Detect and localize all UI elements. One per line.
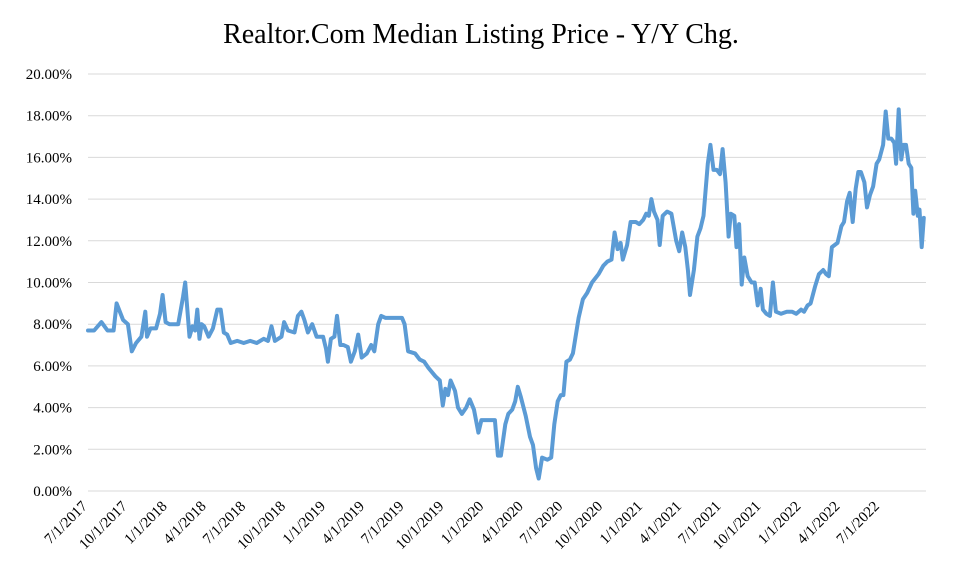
y-tick-label: 14.00% bbox=[26, 192, 72, 208]
y-tick-label: 10.00% bbox=[26, 276, 72, 292]
x-tick-label: 4/1/2018 bbox=[161, 499, 210, 548]
series-line bbox=[86, 107, 926, 481]
y-axis-ticks: 0.00% 2.00% 4.00% 6.00% 8.00% 10.00% 12.00% 14.… bbox=[26, 67, 72, 500]
x-tick-label: 1/1/2020 bbox=[438, 499, 487, 548]
x-axis-ticks: 7/1/201710/1/20171/1/20184/1/20187/1/201… bbox=[42, 498, 883, 553]
y-tick-label: 4.00% bbox=[33, 401, 72, 417]
y-tick-label: 2.00% bbox=[33, 442, 72, 458]
y-tick-label: 18.00% bbox=[26, 109, 72, 125]
plot-area bbox=[86, 107, 926, 481]
y-tick-label: 8.00% bbox=[33, 317, 72, 333]
y-tick-label: 20.00% bbox=[26, 67, 72, 83]
x-tick-label: 4/1/2019 bbox=[319, 499, 368, 548]
y-tick-label: 12.00% bbox=[26, 234, 72, 250]
x-tick-label: 4/1/2022 bbox=[794, 499, 843, 548]
x-tick-label: 4/1/2021 bbox=[636, 499, 685, 548]
x-tick-label: 7/1/2022 bbox=[834, 499, 883, 548]
x-tick-label: 4/1/2020 bbox=[478, 499, 527, 548]
y-tick-label: 0.00% bbox=[33, 484, 72, 500]
gridlines bbox=[88, 73, 926, 492]
chart-title: Realtor.Com Median Listing Price - Y/Y C… bbox=[223, 19, 739, 50]
y-tick-label: 6.00% bbox=[33, 359, 72, 375]
y-tick-label: 16.00% bbox=[26, 150, 72, 166]
